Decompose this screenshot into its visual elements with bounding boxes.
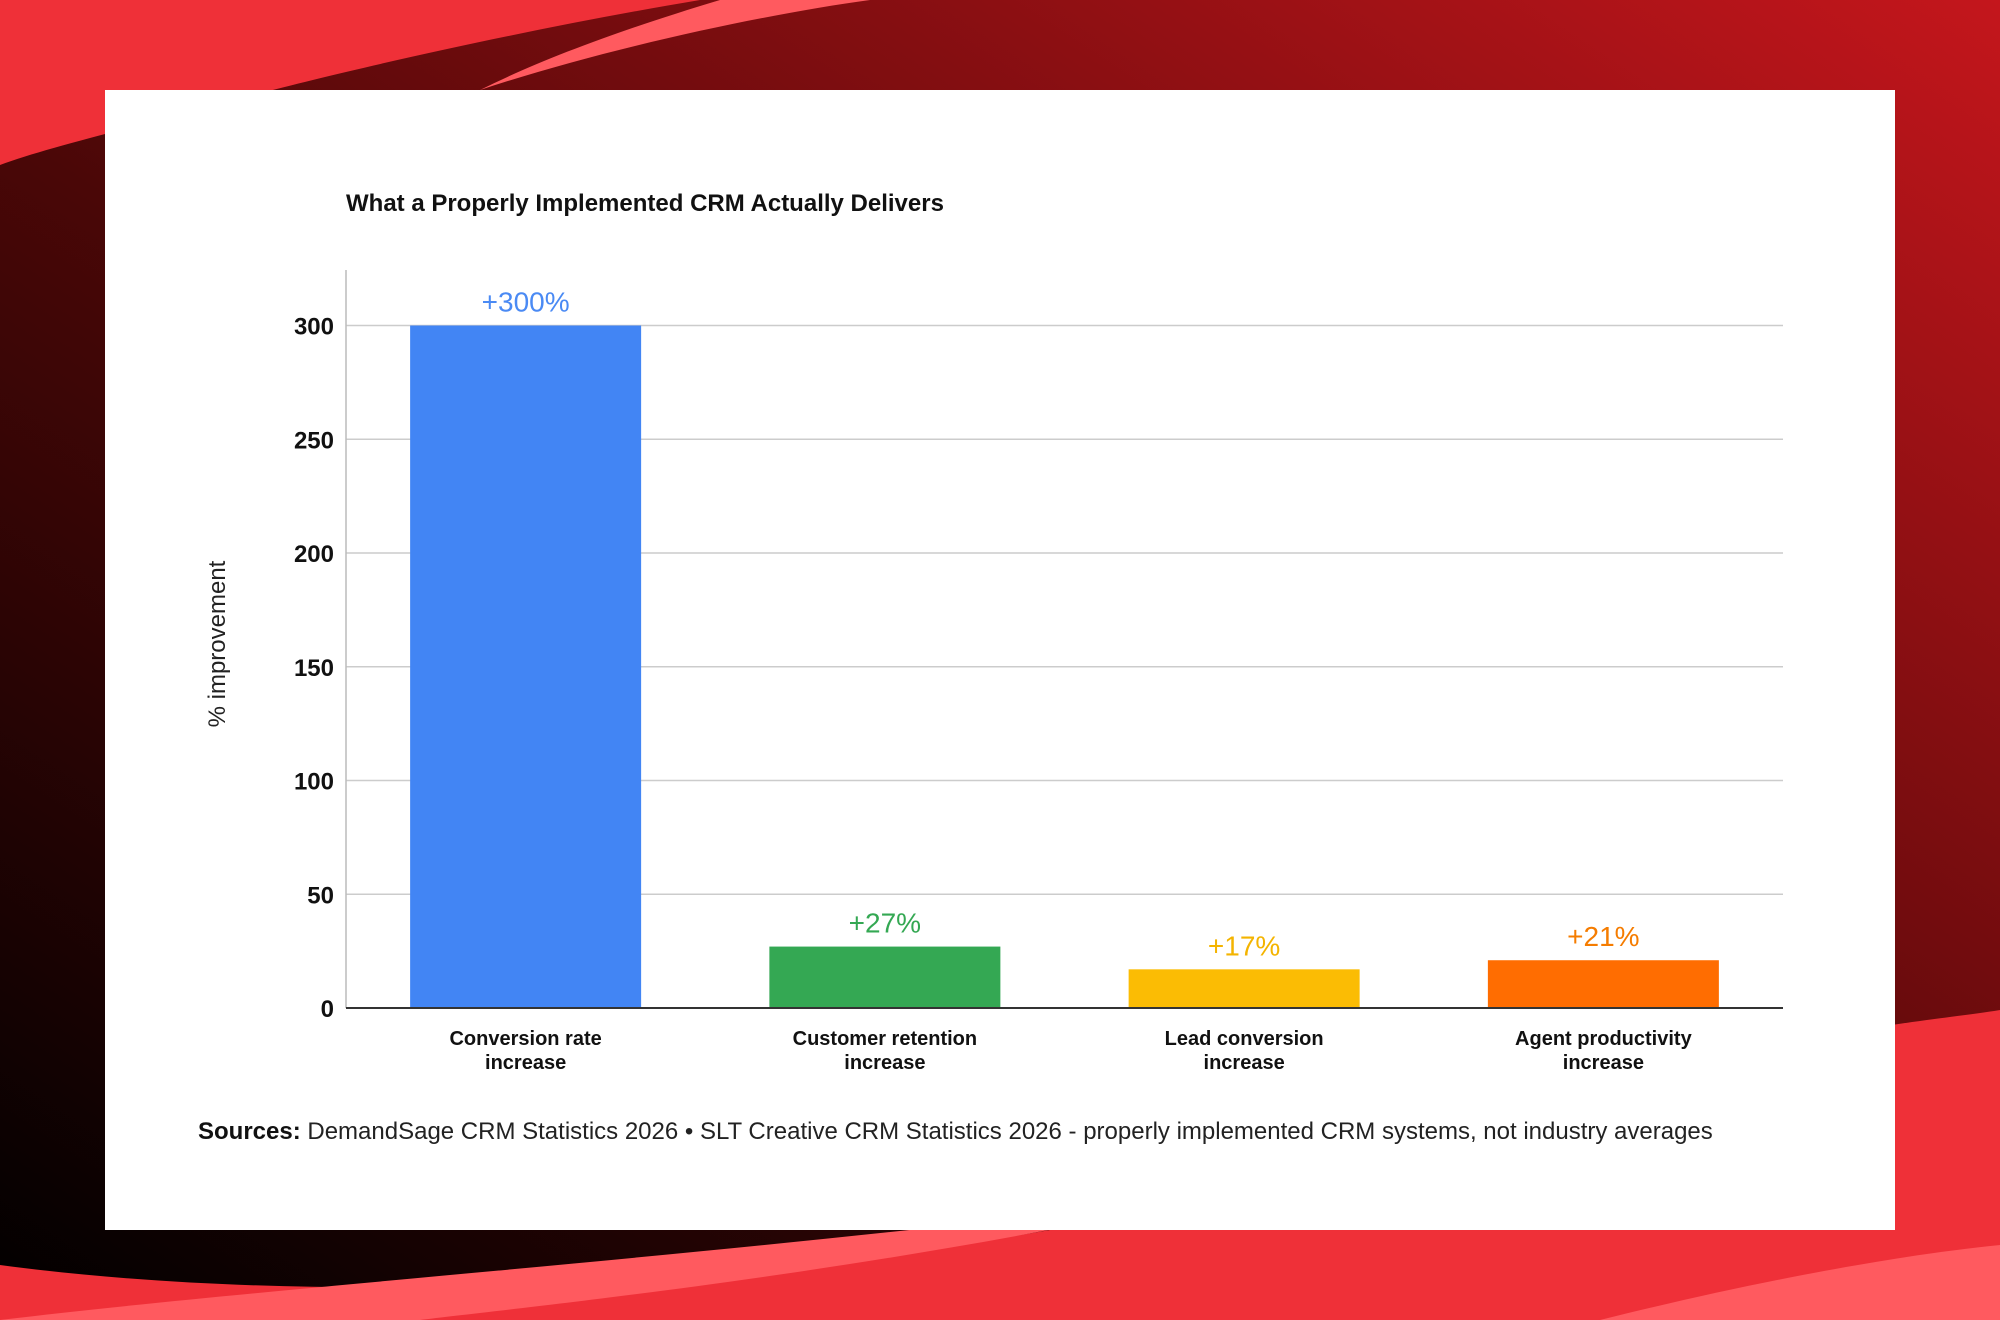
bar-3 xyxy=(1128,969,1360,1008)
x-tick-label-2-line-2: increase xyxy=(844,1052,925,1074)
data-label-4: +21% xyxy=(1567,921,1639,952)
x-tick-label-4-line-1: Agent productivity xyxy=(1515,1028,1693,1050)
x-tick-label-3-line-1: Lead conversion xyxy=(1165,1028,1324,1050)
data-label-3: +17% xyxy=(1208,930,1280,961)
y-tick-label-50: 50 xyxy=(307,882,334,909)
data-label-1: +300% xyxy=(482,287,570,318)
bar-4 xyxy=(1487,960,1719,1008)
chart-card: What a Properly Implemented CRM Actually… xyxy=(105,90,1895,1230)
x-tick-label-1-line-1: Conversion rate xyxy=(449,1028,601,1050)
data-label-2: +27% xyxy=(849,908,921,939)
bar-1 xyxy=(410,325,642,1008)
x-tick-label-2-line-1: Customer retention xyxy=(793,1028,977,1050)
y-tick-label-250: 250 xyxy=(294,427,334,454)
bar-2 xyxy=(769,946,1001,1008)
x-tick-label-4-line-2: increase xyxy=(1563,1052,1644,1074)
y-tick-label-0: 0 xyxy=(321,996,334,1023)
y-tick-label-200: 200 xyxy=(294,541,334,568)
x-tick-label-1-line-2: increase xyxy=(485,1052,566,1074)
y-tick-label-100: 100 xyxy=(294,769,334,796)
sources-text: DemandSage CRM Statistics 2026 • SLT Cre… xyxy=(300,1118,1713,1145)
y-tick-label-300: 300 xyxy=(294,314,334,341)
chart-title: What a Properly Implemented CRM Actually… xyxy=(346,190,944,217)
sources-note: Sources: DemandSage CRM Statistics 2026 … xyxy=(198,1118,1808,1146)
sources-label: Sources: xyxy=(198,1118,301,1145)
y-tick-label-150: 150 xyxy=(294,655,334,682)
x-tick-label-3-line-2: increase xyxy=(1204,1052,1285,1074)
